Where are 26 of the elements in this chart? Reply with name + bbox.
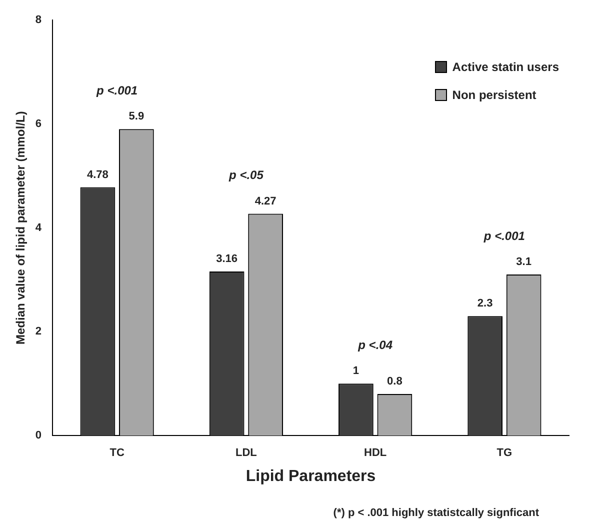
y-tick-label: 2 bbox=[35, 326, 42, 338]
data-label: 1 bbox=[352, 365, 360, 378]
x-tick-label: LDL bbox=[236, 447, 258, 460]
data-label: 4.78 bbox=[87, 168, 108, 181]
y-tick-label: 8 bbox=[35, 14, 42, 26]
annotation: p <.001 bbox=[96, 83, 138, 98]
data-label: 0.8 bbox=[387, 376, 402, 388]
y-axis-title: Median value of lipid parameter (mmol/L) bbox=[14, 111, 28, 344]
annotation: p <.05 bbox=[228, 168, 264, 182]
data-label: 4.27 bbox=[254, 195, 276, 208]
legend-label: Non persistent bbox=[452, 88, 536, 102]
x-axis-title: Lipid Parameters bbox=[246, 468, 376, 485]
x-tick-label: TG bbox=[496, 447, 512, 460]
x-tick-label: HDL bbox=[364, 447, 387, 460]
y-tick-label: 0 bbox=[35, 430, 42, 442]
legend-label: Active statin users bbox=[452, 60, 559, 74]
annotation: p <.04 bbox=[357, 338, 393, 352]
x-tick-label: TC bbox=[110, 447, 124, 460]
data-label: 5.9 bbox=[128, 110, 144, 123]
data-label: 3.16 bbox=[216, 252, 238, 265]
y-tick-label: 4 bbox=[35, 222, 42, 234]
annotation: p <.001 bbox=[482, 228, 526, 243]
data-label: 3.1 bbox=[516, 256, 532, 268]
y-tick-label: 6 bbox=[35, 118, 42, 130]
text: (*) p < .001 highly statistcally signficant bbox=[333, 507, 539, 519]
data-label: 2.3 bbox=[477, 298, 493, 310]
